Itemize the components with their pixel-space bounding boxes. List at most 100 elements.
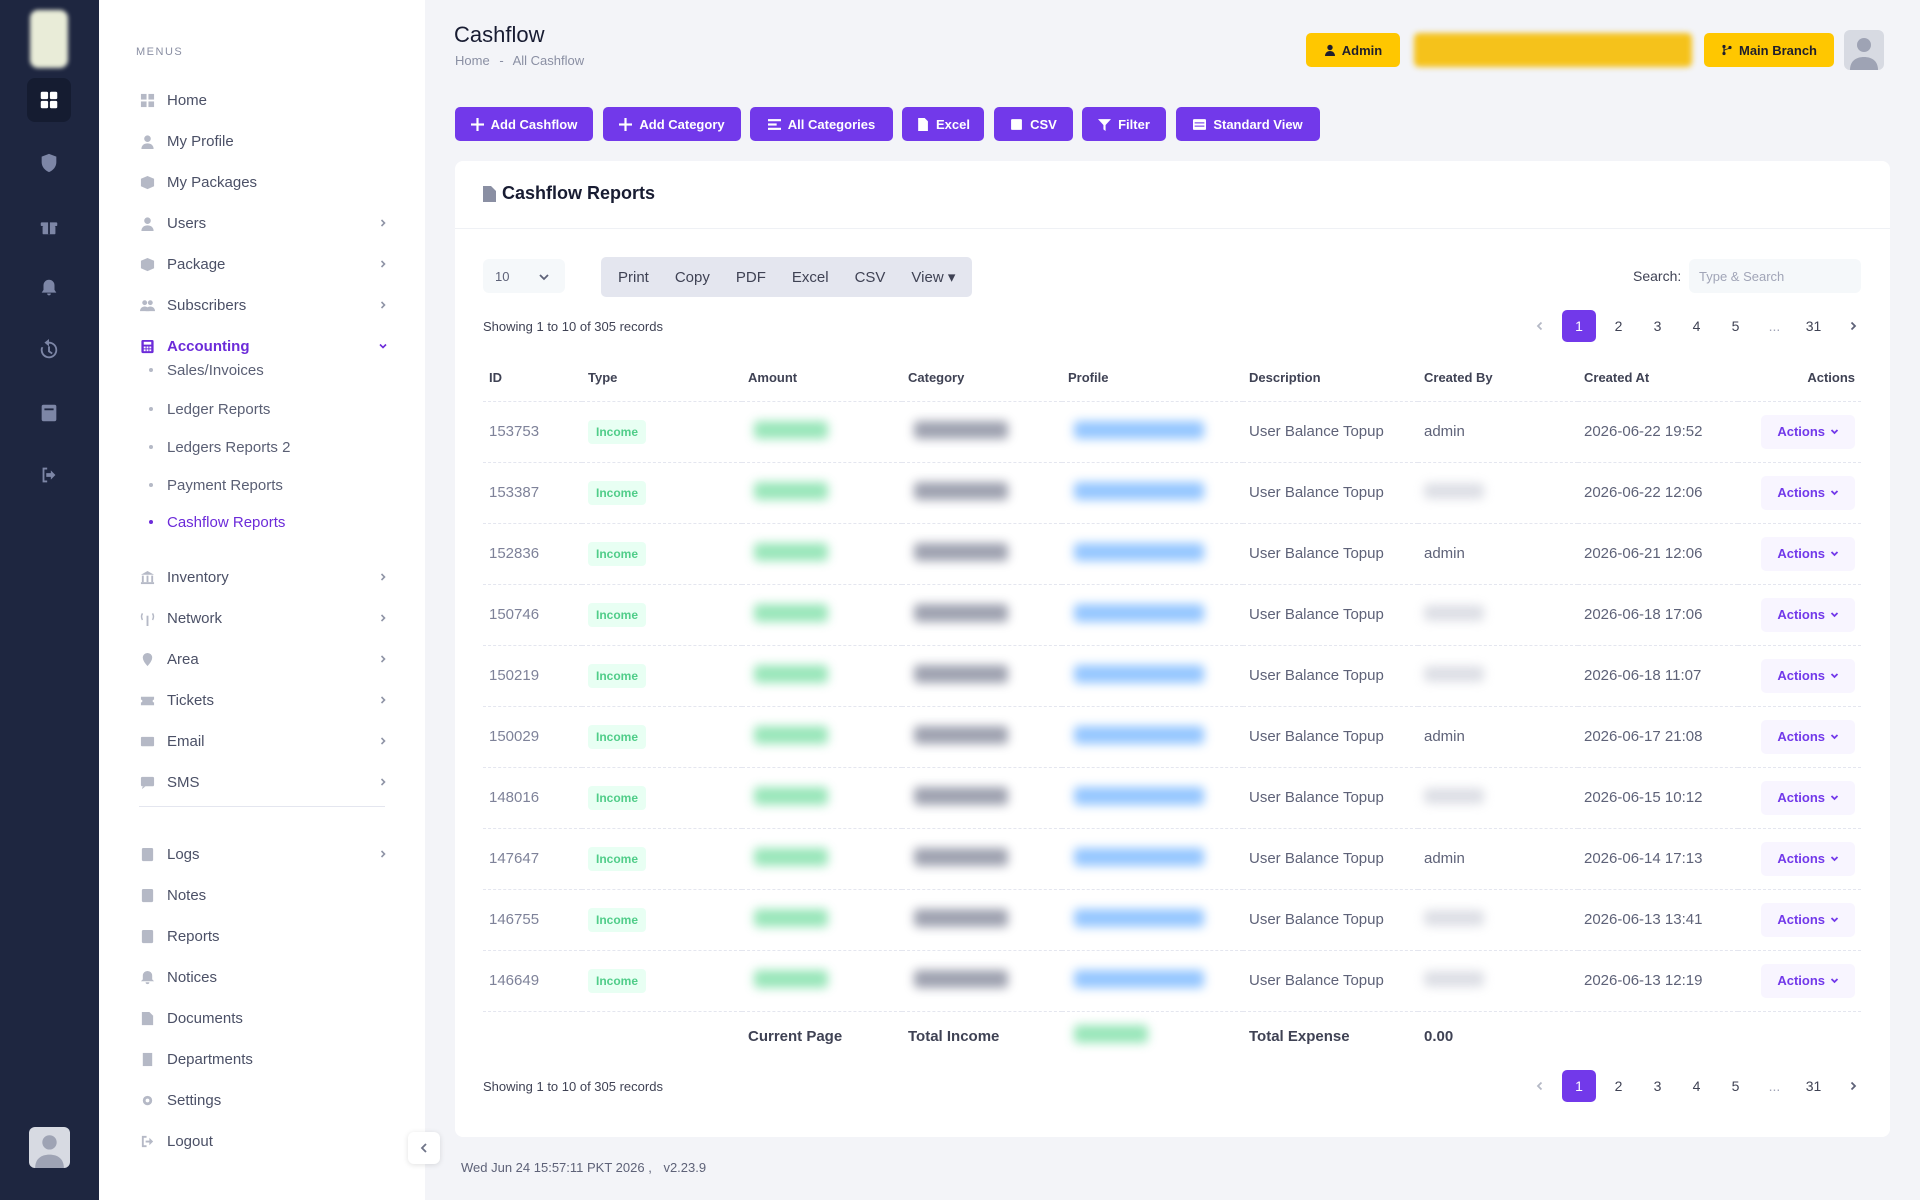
sidebar-item-package[interactable]: Package bbox=[139, 250, 391, 278]
excel-export-button[interactable]: Excel bbox=[791, 268, 829, 286]
submenu-item-payment-reports[interactable]: Payment Reports bbox=[149, 473, 283, 497]
cell-profile[interactable] bbox=[1062, 706, 1243, 768]
actions-dropdown-button[interactable]: Actions bbox=[1761, 902, 1855, 937]
actions-dropdown-button[interactable]: Actions bbox=[1761, 597, 1855, 632]
search-input[interactable] bbox=[1689, 259, 1861, 293]
redacted-profile-link[interactable] bbox=[1074, 420, 1204, 439]
redacted-profile-link[interactable] bbox=[1074, 725, 1204, 744]
redacted-profile-link[interactable] bbox=[1074, 786, 1204, 805]
redacted-header-button[interactable] bbox=[1414, 33, 1692, 67]
page-length-select[interactable]: 10 bbox=[483, 259, 565, 293]
prev-page-button[interactable] bbox=[1520, 1070, 1559, 1102]
page-button[interactable]: 31 bbox=[1805, 1078, 1822, 1094]
redacted-profile-link[interactable] bbox=[1074, 481, 1204, 500]
column-header-type[interactable]: Type bbox=[582, 355, 742, 402]
actions-dropdown-button[interactable]: Actions bbox=[1761, 475, 1855, 510]
cell-profile[interactable] bbox=[1062, 462, 1243, 524]
actions-dropdown-button[interactable]: Actions bbox=[1761, 719, 1855, 754]
cell-profile[interactable] bbox=[1062, 523, 1243, 585]
cell-profile[interactable] bbox=[1062, 950, 1243, 1012]
sidebar-item-network[interactable]: Network bbox=[139, 604, 391, 632]
shield-icon[interactable] bbox=[27, 141, 71, 185]
csv-export-button[interactable]: CSV bbox=[854, 268, 886, 286]
pdf-button[interactable]: PDF bbox=[735, 268, 766, 286]
page-button[interactable]: 5 bbox=[1731, 1078, 1740, 1094]
gift-icon[interactable] bbox=[27, 204, 71, 248]
column-header-description[interactable]: Description bbox=[1243, 355, 1418, 402]
actions-dropdown-button[interactable]: Actions bbox=[1761, 536, 1855, 571]
redacted-profile-link[interactable] bbox=[1074, 664, 1204, 683]
page-button[interactable]: 31 bbox=[1805, 318, 1822, 334]
actions-dropdown-button[interactable]: Actions bbox=[1761, 780, 1855, 815]
column-header-profile[interactable]: Profile bbox=[1062, 355, 1243, 402]
column-header-actions[interactable]: Actions bbox=[1738, 355, 1861, 402]
redacted-profile-link[interactable] bbox=[1074, 847, 1204, 866]
sidebar-item-subscribers[interactable]: Subscribers bbox=[139, 291, 391, 319]
view-dropdown-button[interactable]: View ▾ bbox=[911, 269, 956, 286]
actions-dropdown-button[interactable]: Actions bbox=[1761, 841, 1855, 876]
cell-profile[interactable] bbox=[1062, 401, 1243, 463]
user-avatar[interactable] bbox=[29, 1127, 70, 1168]
redacted-profile-link[interactable] bbox=[1074, 603, 1204, 622]
page-button[interactable]: 3 bbox=[1653, 1078, 1662, 1094]
cell-profile[interactable] bbox=[1062, 767, 1243, 829]
sidebar-item-my-profile[interactable]: My Profile bbox=[139, 127, 391, 155]
cell-profile[interactable] bbox=[1062, 889, 1243, 951]
page-button[interactable]: 3 bbox=[1653, 318, 1662, 334]
sidebar-item-inventory[interactable]: Inventory bbox=[139, 563, 391, 591]
history-icon[interactable] bbox=[27, 328, 71, 372]
page-button[interactable]: 2 bbox=[1614, 318, 1623, 334]
sidebar-item-departments[interactable]: Departments bbox=[139, 1045, 391, 1073]
sidebar-item-documents[interactable]: Documents bbox=[139, 1004, 391, 1032]
excel-button[interactable]: Excel bbox=[902, 107, 984, 141]
column-header-amount[interactable]: Amount bbox=[742, 355, 902, 402]
brand-logo[interactable] bbox=[30, 10, 68, 68]
sidebar-item-reports[interactable]: Reports bbox=[139, 922, 391, 950]
next-page-button[interactable] bbox=[1833, 1070, 1872, 1102]
sidebar-item-notices[interactable]: Notices bbox=[139, 963, 391, 991]
cell-profile[interactable] bbox=[1062, 645, 1243, 707]
collapse-sidebar-button[interactable] bbox=[408, 1132, 440, 1164]
bell-icon[interactable] bbox=[27, 266, 71, 310]
sidebar-item-home[interactable]: Home bbox=[139, 86, 391, 114]
page-button[interactable]: 1 bbox=[1562, 310, 1596, 342]
admin-button[interactable]: Admin bbox=[1306, 33, 1400, 67]
sidebar-item-logout[interactable]: Logout bbox=[139, 1127, 391, 1155]
submenu-item-ledgers-reports-2[interactable]: Ledgers Reports 2 bbox=[149, 435, 290, 459]
page-button[interactable]: 5 bbox=[1731, 318, 1740, 334]
sidebar-item-accounting[interactable]: Accounting bbox=[139, 332, 391, 360]
submenu-item-cashflow-reports[interactable]: Cashflow Reports bbox=[149, 510, 285, 534]
copy-button[interactable]: Copy bbox=[674, 268, 710, 286]
sidebar-item-my-packages[interactable]: My Packages bbox=[139, 168, 391, 196]
sidebar-item-area[interactable]: Area bbox=[139, 645, 391, 673]
page-button[interactable]: 1 bbox=[1562, 1070, 1596, 1102]
actions-dropdown-button[interactable]: Actions bbox=[1761, 963, 1855, 998]
prev-page-button[interactable] bbox=[1520, 310, 1559, 342]
column-header-created-at[interactable]: Created At bbox=[1578, 355, 1738, 402]
redacted-profile-link[interactable] bbox=[1074, 542, 1204, 561]
actions-dropdown-button[interactable]: Actions bbox=[1761, 414, 1855, 449]
branch-button[interactable]: Main Branch bbox=[1704, 33, 1834, 67]
breadcrumb-home[interactable]: Home bbox=[455, 53, 490, 68]
column-header-category[interactable]: Category bbox=[902, 355, 1062, 402]
next-page-button[interactable] bbox=[1833, 310, 1872, 342]
submenu-item-ledger-reports[interactable]: Ledger Reports bbox=[149, 397, 270, 421]
sidebar-item-notes[interactable]: Notes bbox=[139, 881, 391, 909]
book-icon[interactable] bbox=[27, 391, 71, 435]
sidebar-item-email[interactable]: Email bbox=[139, 727, 391, 755]
actions-dropdown-button[interactable]: Actions bbox=[1761, 658, 1855, 693]
page-button[interactable]: 4 bbox=[1692, 1078, 1701, 1094]
dashboard-icon[interactable] bbox=[27, 78, 71, 122]
submenu-item-sales-invoices[interactable]: Sales/Invoices bbox=[149, 358, 264, 382]
redacted-profile-link[interactable] bbox=[1074, 969, 1204, 988]
add-category-button[interactable]: Add Category bbox=[603, 107, 741, 141]
print-button[interactable]: Print bbox=[618, 268, 649, 286]
page-button[interactable]: 4 bbox=[1692, 318, 1701, 334]
sidebar-item-sms[interactable]: SMS bbox=[139, 768, 391, 796]
filter-button[interactable]: Filter bbox=[1082, 107, 1166, 141]
cell-profile[interactable] bbox=[1062, 828, 1243, 890]
add-cashflow-button[interactable]: Add Cashflow bbox=[455, 107, 593, 141]
page-button[interactable]: 2 bbox=[1614, 1078, 1623, 1094]
profile-avatar[interactable] bbox=[1844, 30, 1884, 70]
sidebar-item-logs[interactable]: Logs bbox=[139, 840, 391, 868]
